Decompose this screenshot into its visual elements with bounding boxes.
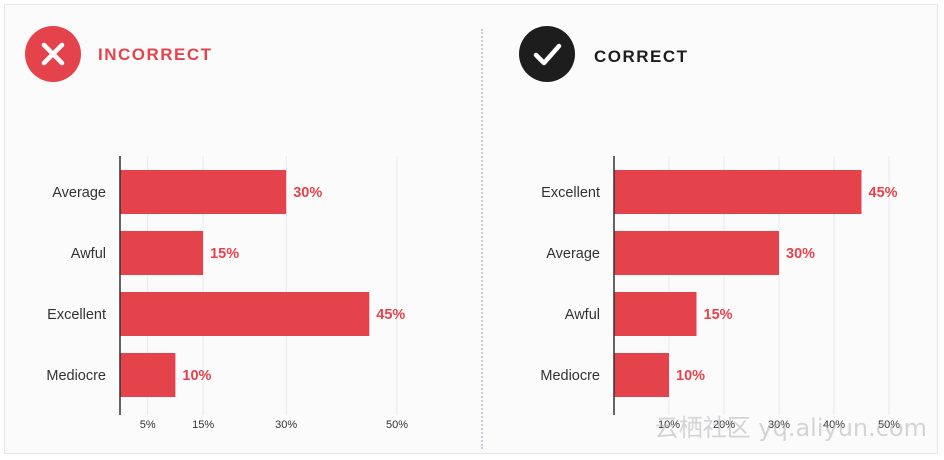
correct-panel: CORRECT Excellent 45% Average 30% Awful 15% Me… (485, 5, 939, 455)
bar (120, 170, 287, 214)
category-label: Excellent (541, 185, 600, 201)
x-tick-label: 15% (192, 419, 214, 431)
comparison-frame: INCORRECT Average 30% Awful 15% Excellent 45%… (4, 4, 938, 454)
x-tick-label: 50% (878, 419, 900, 431)
bar (614, 231, 779, 275)
value-label: 10% (182, 368, 211, 384)
watermark: 云栖社区 yq.aliyun.com (654, 414, 927, 442)
category-label: Awful (565, 307, 600, 323)
bar (120, 353, 176, 397)
x-tick-label: 10% (658, 419, 680, 431)
correct-bar-chart: Excellent 45% Average 30% Awful 15% Mediocre 10… (540, 156, 900, 431)
value-label: 45% (376, 307, 405, 323)
check-icon (519, 26, 575, 82)
category-label: Average (546, 246, 600, 262)
panel-divider (481, 29, 483, 449)
category-label: Mediocre (540, 368, 600, 384)
incorrect-heading: INCORRECT (98, 45, 213, 64)
bar (120, 231, 204, 275)
bar (614, 353, 669, 397)
incorrect-badge (25, 26, 81, 82)
bar (120, 292, 370, 336)
close-icon (25, 26, 81, 82)
category-label: Average (52, 185, 106, 201)
category-label: Awful (71, 246, 106, 262)
correct-badge (519, 26, 575, 82)
x-tick-label: 5% (140, 419, 156, 431)
x-tick-label: 30% (768, 419, 790, 431)
incorrect-bar-chart: Average 30% Awful 15% Excellent 45% Mediocre 10… (46, 156, 408, 431)
value-label: 15% (704, 307, 733, 323)
incorrect-panel: INCORRECT Average 30% Awful 15% Excellent 45%… (5, 5, 475, 455)
x-tick-label: 40% (823, 419, 845, 431)
category-label: Excellent (47, 307, 106, 323)
x-tick-label: 50% (386, 419, 408, 431)
bar (614, 170, 862, 214)
correct-heading: CORRECT (594, 47, 689, 66)
x-tick-label: 30% (275, 419, 297, 431)
bar (614, 292, 697, 336)
value-label: 10% (676, 368, 705, 384)
category-label: Mediocre (46, 368, 106, 384)
value-label: 30% (786, 246, 815, 262)
value-label: 45% (869, 185, 898, 201)
value-label: 30% (293, 185, 322, 201)
x-tick-label: 20% (713, 419, 735, 431)
value-label: 15% (210, 246, 239, 262)
